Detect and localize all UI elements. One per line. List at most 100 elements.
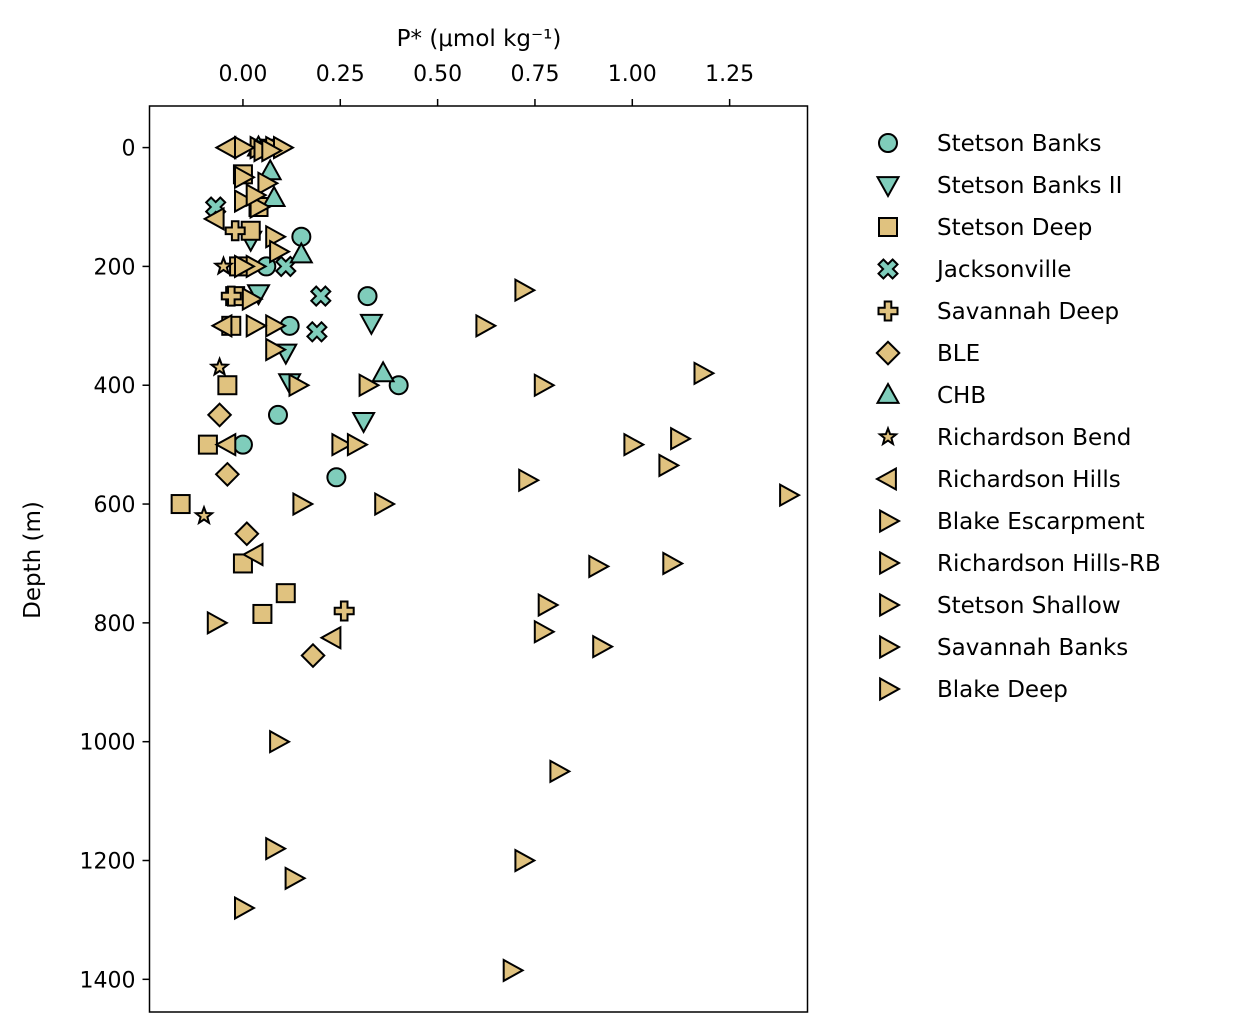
data-point [592, 634, 615, 659]
data-point [779, 483, 802, 508]
data-point [261, 138, 284, 163]
legend-marker [879, 508, 902, 534]
data-point [371, 360, 396, 383]
legend-label: Stetson Banks II [937, 173, 1122, 199]
data-point [518, 468, 541, 493]
legend-item-richardson-hills: Richardson Hills [874, 466, 1121, 493]
y-tick-label: 800 [94, 612, 136, 637]
data-point [245, 313, 268, 338]
legend-item-savannah-banks: Savannah Banks [879, 634, 1128, 661]
legend-item-chb: CHB [875, 381, 986, 409]
legend-label: Stetson Deep [937, 215, 1092, 241]
legend-label: Stetson Banks [937, 131, 1101, 157]
legend-label: BLE [937, 341, 980, 367]
data-point [212, 255, 235, 276]
data-point [208, 356, 231, 377]
legend-label: Blake Deep [937, 677, 1068, 703]
data-point [288, 373, 311, 398]
data-point [202, 206, 225, 231]
data-point [305, 320, 328, 343]
data-point [257, 171, 280, 196]
legend-marker [877, 300, 899, 322]
data-point [234, 188, 256, 214]
legend-label: Jacksonville [935, 257, 1071, 283]
data-point [265, 313, 288, 338]
data-point [170, 494, 191, 515]
data-point [217, 375, 238, 396]
data-point [693, 361, 716, 386]
data-point [319, 625, 342, 650]
data-point [284, 866, 307, 891]
x-tick-label: 0.00 [218, 62, 267, 87]
data-point [206, 402, 233, 428]
data-point [269, 239, 292, 264]
legend-label: Blake Escarpment [937, 509, 1145, 535]
data-point [214, 461, 241, 488]
legend-marker [875, 340, 901, 366]
data-point [514, 278, 537, 303]
legend-item-stetson-banks-ii: Stetson Banks II [875, 173, 1122, 199]
data-point [537, 592, 560, 618]
legend: Stetson Banks Stetson Banks II Stetson Dee… [874, 131, 1161, 703]
y-tick-label: 1200 [80, 850, 136, 875]
legend-label: Richardson Hills [937, 467, 1121, 493]
data-point [351, 412, 376, 434]
legend-item-blake-escarpment: Blake Escarpment [879, 508, 1145, 535]
data-point [670, 426, 693, 451]
legend-marker [878, 133, 898, 153]
legend-item-jacksonville: Jacksonville [877, 257, 1071, 283]
series-blake-deep [234, 135, 295, 214]
legend-marker [875, 176, 901, 199]
legend-label: CHB [937, 383, 986, 409]
data-point [357, 286, 378, 307]
legend-label: Richardson Bend [937, 425, 1131, 451]
data-point [502, 958, 525, 983]
x-axis-ticks: 0.00 0.25 0.50 0.75 1.00 1.25 [218, 62, 754, 106]
series-richardson-bend [193, 255, 235, 526]
data-point [514, 848, 537, 873]
data-point [234, 895, 256, 921]
data-point [359, 313, 384, 336]
data-point [346, 432, 369, 457]
x-tick-label: 1.00 [608, 62, 657, 87]
plot-frame [148, 105, 809, 1013]
y-tick-label: 400 [94, 374, 136, 399]
legend-marker [879, 676, 902, 702]
data-point [267, 404, 288, 425]
data-point [475, 313, 498, 338]
series-stetson-shallow [206, 313, 307, 921]
legend-label: Richardson Hills-RB [937, 551, 1161, 577]
legend-marker [877, 258, 899, 280]
data-point [232, 434, 253, 455]
data-point [241, 542, 264, 567]
data-point [234, 165, 256, 190]
series-savannah-banks [234, 135, 292, 312]
series-savannah-deep [220, 220, 355, 622]
x-axis-label: P* (μmol kg⁻¹) [397, 26, 562, 52]
y-axis-label: Depth (m) [20, 501, 46, 619]
data-point [662, 551, 685, 576]
data-point [333, 600, 355, 622]
y-tick-label: 200 [94, 255, 136, 280]
data-point [292, 491, 315, 517]
data-point [269, 729, 292, 754]
data-point [261, 185, 287, 207]
legend-item-savannah-deep: Savannah Deep [877, 299, 1119, 325]
data-points [170, 134, 802, 983]
data-point [300, 642, 326, 669]
legend-label: Savannah Banks [937, 635, 1128, 661]
data-point [214, 135, 237, 160]
x-tick-label: 1.25 [705, 62, 754, 87]
series-richardson-hills-rb [265, 313, 381, 517]
legend-marker [879, 592, 902, 618]
y-tick-label: 1000 [80, 731, 136, 756]
data-point [309, 285, 332, 308]
data-point [275, 583, 296, 604]
data-point [214, 432, 237, 457]
data-point [234, 254, 256, 279]
data-point [533, 373, 556, 398]
data-point [252, 603, 273, 624]
y-axis-ticks: 0 200 400 600 800 1000 1200 1400 [80, 137, 150, 993]
x-tick-label: 0.50 [413, 62, 462, 87]
